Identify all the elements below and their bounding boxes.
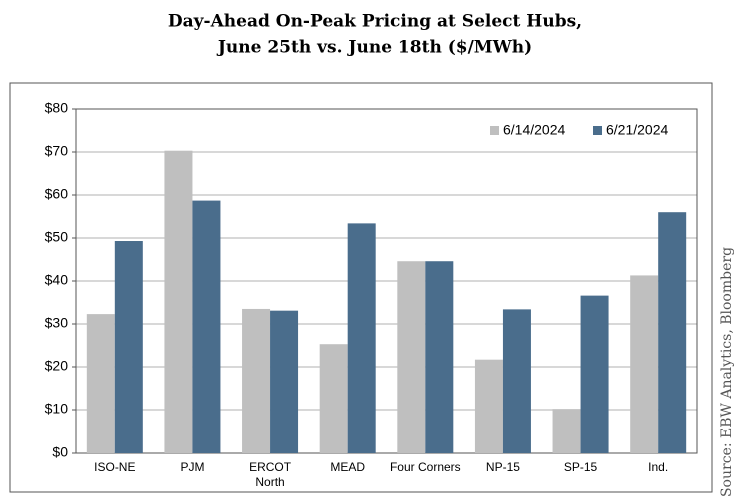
- x-tick-label: SP-15: [564, 460, 598, 474]
- bar: [347, 223, 376, 453]
- y-tick-label: $70: [45, 143, 69, 159]
- y-tick-label: $50: [45, 229, 69, 245]
- bar: [502, 309, 531, 453]
- bar: [658, 212, 687, 453]
- y-tick-label: $20: [45, 358, 69, 374]
- bar: [164, 150, 193, 453]
- chart-title: Day-Ahead On-Peak Pricing at Select Hubs…: [168, 12, 582, 32]
- chart-frame: [9, 82, 713, 493]
- bar: [86, 314, 115, 453]
- x-tick-label: MEAD: [330, 460, 365, 474]
- plot-frame: [75, 108, 698, 454]
- chart-subtitle: June 25th vs. June 18th ($/MWh): [216, 38, 532, 58]
- y-tick-label: $10: [45, 401, 69, 417]
- legend-swatch: [490, 126, 499, 135]
- x-tick-label: Four Corners: [390, 460, 461, 474]
- x-tick-label: NP-15: [486, 460, 520, 474]
- x-tick-label: Ind.: [648, 460, 668, 474]
- bar: [114, 241, 143, 453]
- bar: [270, 310, 299, 453]
- bar: [580, 295, 609, 453]
- y-tick-label: $80: [45, 100, 69, 116]
- legend-label: 6/14/2024: [503, 122, 565, 138]
- legend-swatch: [593, 126, 602, 135]
- bar: [552, 409, 581, 453]
- x-tick-label: PJM: [180, 460, 204, 474]
- bar: [474, 359, 503, 453]
- y-tick-label: $0: [52, 444, 68, 460]
- y-tick-label: $40: [45, 272, 69, 288]
- y-tick-label: $60: [45, 186, 69, 202]
- bar: [192, 200, 221, 453]
- bar: [242, 308, 271, 453]
- x-tick-label: ISO-NE: [94, 460, 135, 474]
- bar: [319, 344, 348, 453]
- legend-label: 6/21/2024: [606, 122, 668, 138]
- x-tick-label: ERCOT North: [249, 460, 292, 489]
- bar: [425, 261, 454, 453]
- bar: [397, 261, 426, 453]
- bar: [630, 275, 659, 453]
- source-note: Source: EBW Analytics, Bloomberg: [719, 247, 735, 497]
- y-tick-label: $30: [45, 315, 69, 331]
